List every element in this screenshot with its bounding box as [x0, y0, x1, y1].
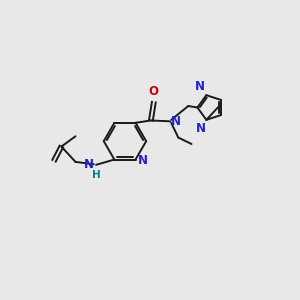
Text: H: H [92, 170, 101, 180]
Text: N: N [171, 115, 181, 128]
Text: N: N [84, 158, 94, 171]
Text: N: N [196, 122, 206, 135]
Text: N: N [195, 80, 205, 93]
Text: O: O [149, 85, 159, 98]
Text: N: N [138, 154, 148, 167]
